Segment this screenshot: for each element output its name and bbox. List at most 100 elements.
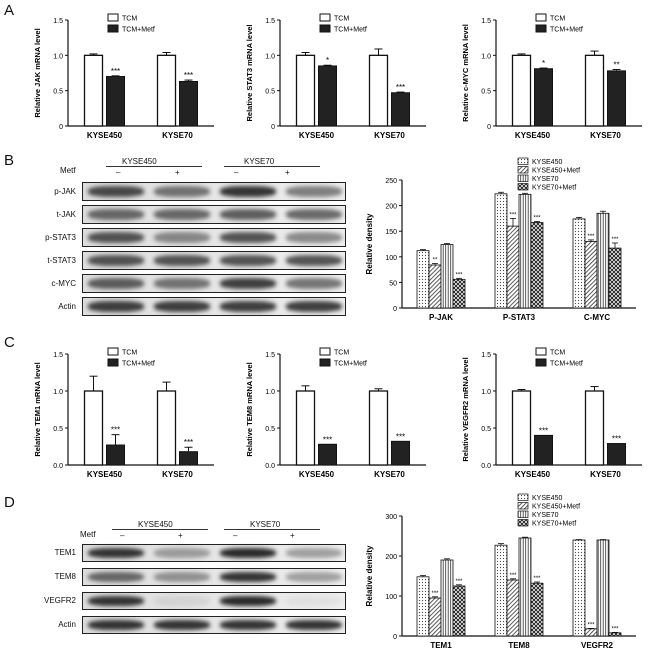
category-label: KYSE450 xyxy=(87,131,123,140)
density-chart-d: 0 100 200 300 Relative density *** *** TEM1 *** *… xyxy=(365,493,636,650)
y-tick-label: 1.0 xyxy=(481,389,491,396)
y-tick-label: 0 xyxy=(59,124,63,131)
legend-label: KYSE450+Metf xyxy=(532,168,580,175)
density-bar xyxy=(440,244,454,309)
blot-band xyxy=(88,278,144,289)
legend-label: KYSE450 xyxy=(532,495,562,502)
density-bar xyxy=(596,539,610,637)
legend-label: TCM+Metf xyxy=(122,27,155,34)
y-tick-label: 0.5 xyxy=(481,89,491,96)
y-tick-label: 1.5 xyxy=(481,352,491,359)
sign-lane-1: – xyxy=(116,168,121,177)
y-tick-label: 0 xyxy=(487,124,491,131)
y-tick-label: 0.0 xyxy=(53,463,63,470)
blot-band xyxy=(286,278,342,289)
blot-band xyxy=(154,232,210,243)
bar-metf xyxy=(534,434,553,466)
cell-label-kyse450: KYSE450 xyxy=(138,520,173,529)
y-tick-label: 1.5 xyxy=(481,18,491,25)
blot-band xyxy=(286,620,342,630)
significance-label: *** xyxy=(509,212,517,218)
legend-label: TCM+Metf xyxy=(334,27,367,34)
legend-swatch-metf xyxy=(319,24,331,33)
significance-label: *** xyxy=(509,573,517,579)
y-tick-label: 50 xyxy=(389,280,397,287)
legend-swatch-metf xyxy=(319,358,331,367)
bar-tcm xyxy=(368,390,389,466)
cell-label-kyse70: KYSE70 xyxy=(250,520,281,529)
blot-band xyxy=(88,232,144,243)
blot-band xyxy=(286,301,342,312)
legend-swatch xyxy=(517,174,529,182)
legend-swatch-metf xyxy=(107,358,119,367)
category-label: P-JAK xyxy=(429,313,453,322)
significance-label: *** xyxy=(431,591,439,597)
blot-band xyxy=(220,255,276,266)
significance-label: ** xyxy=(613,60,619,69)
stat3-mrna-chart: 0 0.5 1.0 1.5 Relative STAT3 mRNA level * KYSE… xyxy=(245,13,426,140)
bar-tcm xyxy=(511,54,532,127)
bar-metf xyxy=(534,68,553,127)
category-label: P-STAT3 xyxy=(503,313,536,322)
sign-lane-3: – xyxy=(234,168,239,177)
legend-label: TCM xyxy=(550,16,565,23)
bar-tcm xyxy=(156,54,177,127)
blot-band-row xyxy=(82,251,346,270)
blot-band-row xyxy=(82,592,346,610)
metf-label: Metf xyxy=(80,530,96,539)
category-label: KYSE70 xyxy=(590,131,621,140)
y-tick-label: 0.5 xyxy=(53,89,63,96)
density-bar xyxy=(572,218,586,309)
y-axis-label: Relative density xyxy=(365,545,374,606)
y-tick-label: 100 xyxy=(385,255,397,262)
y-axis-label: Relative c-MYC mRNA level xyxy=(461,24,470,122)
tem1-mrna-chart: 0.0 0.5 1.0 1.5 Relative TEM1 mRNA level *** K… xyxy=(33,347,214,479)
bar-metf xyxy=(607,443,626,466)
blot-band-row xyxy=(82,616,346,634)
legend-swatch-tcm xyxy=(319,347,331,356)
blot-band xyxy=(286,232,342,243)
legend-swatch-metf xyxy=(107,24,119,33)
blot-row-label: t-STAT3 xyxy=(47,255,76,265)
significance-label: *** xyxy=(396,83,405,92)
blot-band-row xyxy=(82,568,346,586)
blot-band xyxy=(220,209,276,220)
blot-row-label: t-JAK xyxy=(56,209,76,219)
blot-row-label: TEM1 xyxy=(54,548,76,557)
category-label: TEM8 xyxy=(508,641,530,650)
legend-label: KYSE70+Metf xyxy=(532,185,576,192)
density-bar xyxy=(494,544,508,637)
sign-lane-4: + xyxy=(290,531,295,540)
blot-band xyxy=(154,548,210,558)
significance-label: *** xyxy=(396,432,405,441)
bar-metf xyxy=(318,443,337,466)
blot-band xyxy=(220,301,276,312)
blot-band xyxy=(220,548,276,558)
y-tick-label: 1.0 xyxy=(53,53,63,60)
legend-label: TCM xyxy=(334,16,349,23)
y-tick-label: 0.5 xyxy=(481,426,491,433)
blot-band xyxy=(220,620,276,630)
significance-label: ** xyxy=(433,257,438,263)
density-bar xyxy=(530,582,544,637)
significance-label: *** xyxy=(111,67,120,76)
legend-label: KYSE450+Metf xyxy=(532,504,580,511)
legend-swatch xyxy=(517,493,529,501)
blot-band xyxy=(154,209,210,220)
blot-band xyxy=(154,620,210,630)
category-label: KYSE450 xyxy=(299,131,335,140)
y-tick-label: 250 xyxy=(385,178,397,185)
blot-band-row xyxy=(82,182,346,201)
bar-metf xyxy=(391,440,410,466)
blot-row-label: p-STAT3 xyxy=(45,232,76,242)
significance-label: *** xyxy=(612,435,621,444)
jak-mrna-chart: 0 0.5 1.0 1.5 Relative JAK mRNA level *** KYSE… xyxy=(33,13,214,140)
blot-band xyxy=(88,209,144,220)
western-blot-d: Metf KYSE450 KYSE70 – + – + TEM1 TEM8 VEGF… xyxy=(20,518,350,656)
blot-band xyxy=(88,596,144,606)
blot-band xyxy=(88,572,144,582)
bar-metf xyxy=(106,444,125,466)
sign-lane-2: + xyxy=(175,168,180,177)
category-label: KYSE450 xyxy=(515,131,551,140)
legend-swatch-tcm xyxy=(535,13,547,22)
